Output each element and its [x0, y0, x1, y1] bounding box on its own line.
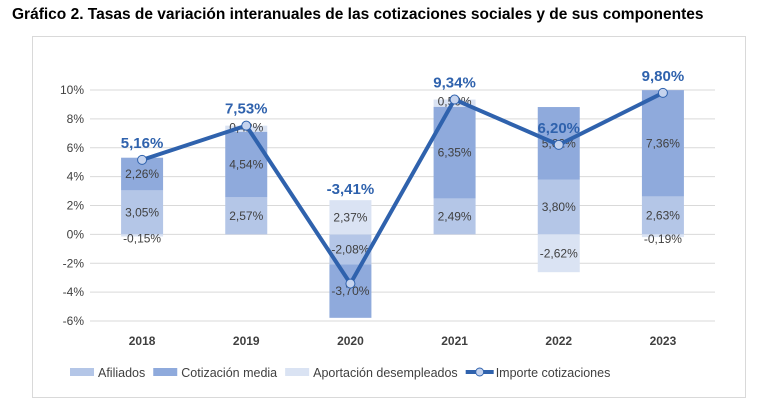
bar-data-label: 3,05%: [125, 205, 159, 219]
chart-frame: [32, 36, 746, 398]
bar-segment: [225, 131, 268, 198]
line-point: [345, 278, 356, 289]
line-data-label: 6,20%: [537, 120, 580, 137]
bar-data-label: 2,57%: [229, 209, 263, 223]
bar-segment: [433, 198, 476, 235]
x-tick-label: 2021: [441, 334, 468, 348]
y-tick-label: 10%: [60, 83, 84, 97]
bar-segment: [121, 234, 164, 237]
bar-data-label: 3,80%: [542, 200, 576, 214]
line-data-label: -3,41%: [327, 181, 375, 198]
bar-data-label: -2,08%: [331, 242, 369, 256]
legend-swatch: [153, 368, 178, 376]
y-tick-label: 6%: [67, 141, 85, 155]
y-tick-label: -4%: [63, 285, 85, 299]
bar-data-label: -0,19%: [644, 232, 682, 246]
x-tick-label: 2022: [545, 334, 572, 348]
line-point: [137, 154, 148, 165]
bar-segment: [537, 179, 580, 235]
bar-segment: [121, 190, 164, 235]
y-tick-label: 2%: [67, 199, 85, 213]
bar-data-label: 4,54%: [229, 157, 263, 171]
bar-segment: [641, 234, 684, 238]
legend-label: Afiliados: [98, 366, 145, 380]
x-tick-label: 2023: [650, 334, 677, 348]
legend-label: Cotización media: [181, 366, 277, 380]
y-tick-label: -6%: [63, 314, 85, 328]
line-data-label: 5,16%: [121, 135, 164, 152]
x-tick-label: 2019: [233, 334, 260, 348]
bar-data-label: -2,62%: [540, 246, 578, 260]
legend-marker: [475, 367, 485, 377]
y-tick-label: -2%: [63, 256, 85, 270]
y-tick-label: 8%: [67, 112, 85, 126]
bar-data-label: 2,63%: [646, 208, 680, 222]
bar-data-label: -0,15%: [123, 232, 161, 246]
bar-segment: [329, 264, 372, 318]
legend-swatch: [285, 368, 310, 376]
legend-swatch: [70, 368, 94, 376]
bar-segment: [225, 197, 268, 235]
line-point: [657, 87, 668, 98]
legend-label: Importe cotizaciones: [496, 366, 611, 380]
bar-segment: [329, 200, 372, 235]
bar-segment: [537, 234, 580, 273]
bar-segment: [641, 196, 684, 235]
chart-title: Gráfico 2. Tasas de variación interanual…: [12, 6, 704, 23]
line-point: [449, 94, 460, 105]
y-tick-label: 0%: [67, 227, 85, 241]
line-point: [553, 139, 564, 150]
line-point: [241, 120, 252, 131]
x-tick-label: 2020: [337, 334, 364, 348]
bar-data-label: 6,35%: [438, 146, 472, 160]
line-data-label: 9,80%: [642, 68, 685, 85]
bar-data-label: 2,37%: [333, 210, 367, 224]
bar-data-label: 7,36%: [646, 136, 680, 150]
bar-segment: [641, 90, 684, 197]
y-tick-label: 4%: [67, 170, 85, 184]
x-tick-label: 2018: [129, 334, 156, 348]
line-data-label: 7,53%: [225, 101, 268, 118]
bar-data-label: 2,26%: [125, 167, 159, 181]
line-data-label: 9,34%: [433, 75, 476, 92]
bar-data-label: 2,49%: [438, 209, 472, 223]
bar-data-label: -3,70%: [331, 284, 369, 298]
line-series: [141, 91, 664, 286]
legend-label: Aportación desempleados: [313, 366, 458, 380]
